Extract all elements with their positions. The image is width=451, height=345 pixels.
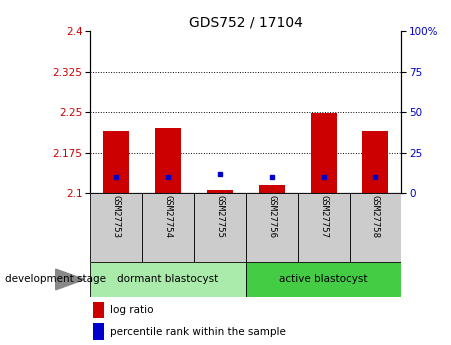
Polygon shape bbox=[56, 269, 84, 290]
Text: GSM27754: GSM27754 bbox=[164, 195, 172, 238]
Text: GSM27753: GSM27753 bbox=[112, 195, 120, 238]
Text: development stage: development stage bbox=[5, 275, 106, 284]
Bar bbox=[363, 131, 388, 193]
Text: GSM27757: GSM27757 bbox=[319, 195, 328, 238]
Text: GSM27758: GSM27758 bbox=[371, 195, 380, 238]
Bar bbox=[207, 190, 233, 193]
Bar bbox=[246, 262, 401, 297]
Bar bbox=[90, 262, 246, 297]
Bar bbox=[93, 323, 104, 340]
Bar bbox=[194, 193, 246, 262]
Bar bbox=[142, 193, 194, 262]
Bar bbox=[90, 193, 142, 262]
Bar bbox=[155, 128, 181, 193]
Bar bbox=[350, 193, 401, 262]
Bar bbox=[311, 113, 336, 193]
Bar bbox=[93, 302, 104, 318]
Text: log ratio: log ratio bbox=[110, 305, 154, 315]
Text: GSM27756: GSM27756 bbox=[267, 195, 276, 238]
Bar bbox=[259, 185, 285, 193]
Text: percentile rank within the sample: percentile rank within the sample bbox=[110, 327, 286, 337]
Text: dormant blastocyst: dormant blastocyst bbox=[117, 275, 219, 284]
Text: active blastocyst: active blastocyst bbox=[279, 275, 368, 284]
Bar bbox=[298, 193, 350, 262]
Text: GSM27755: GSM27755 bbox=[216, 195, 224, 238]
Title: GDS752 / 17104: GDS752 / 17104 bbox=[189, 16, 303, 30]
Bar bbox=[246, 193, 298, 262]
Bar bbox=[103, 131, 129, 193]
